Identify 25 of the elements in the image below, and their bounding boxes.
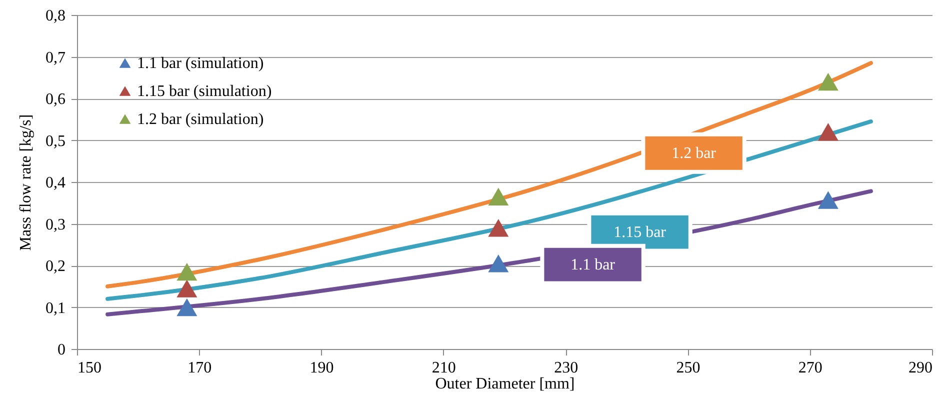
x-tick-label: 270 [798,360,822,376]
legend-label: 1.2 bar (simulation) [137,111,264,128]
y-tick-label: 0,3 [46,216,66,234]
y-tick-label: 0 [58,342,66,358]
y-tick-label: 0,7 [46,49,66,66]
y-tick-label: 0,5 [46,132,66,150]
x-tick-label: 150 [78,360,102,376]
x-tick-label: 170 [188,360,212,376]
x-tick-label: 190 [310,360,334,376]
x-axis-title: Outer Diameter [mm] [435,376,575,392]
y-tick-label: 0,8 [46,8,66,24]
x-tick-label: 210 [432,360,456,376]
y-axis-title: Mass flow rate [kg/s] [18,114,34,251]
series-label: 1.1 bar [570,256,616,274]
x-tick-label: 230 [554,360,578,376]
legend-label: 1.1 bar (simulation) [137,55,264,72]
series-label: 1.2 bar [672,145,717,162]
y-tick-label: 0,2 [46,258,66,275]
series-label: 1.15 bar [614,224,667,242]
x-tick-label: 290 [908,360,932,376]
y-tick-label: 0,6 [46,91,66,108]
x-tick-label: 250 [676,360,700,376]
y-tick-label: 0,1 [46,300,66,317]
y-tick-label: 0,4 [46,174,66,192]
legend-label: 1.15 bar (simulation) [137,83,272,100]
